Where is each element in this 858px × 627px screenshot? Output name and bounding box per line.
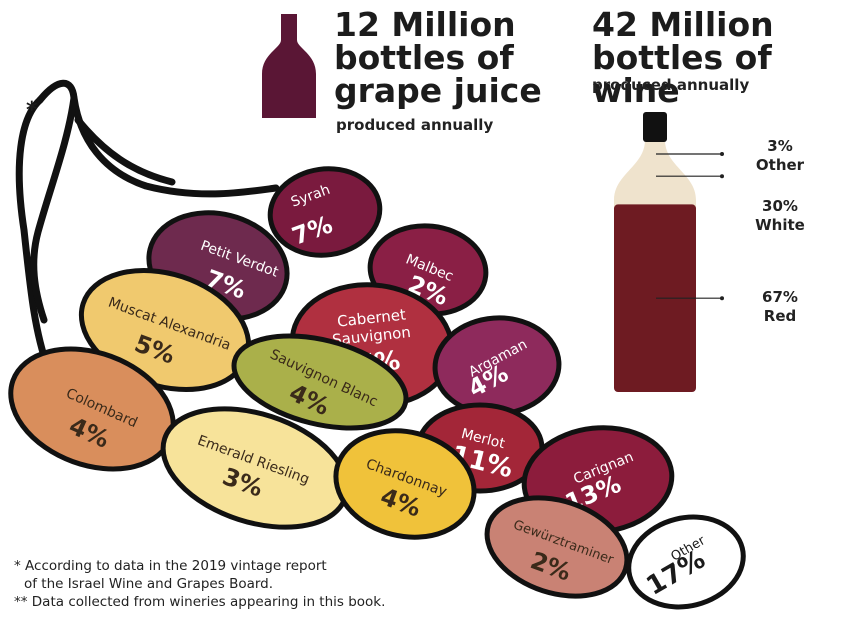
wine-leader-dot-other <box>720 152 724 156</box>
wine-headline: 42 Million bottles of wine <box>592 8 858 107</box>
grape-chardonnay-berry <box>333 428 477 540</box>
footnotes: * According to data in the 2019 vintage … <box>14 557 385 612</box>
wine-share-other-label: Other <box>755 155 805 174</box>
footnote-2: of the Israel Wine and Grapes Board. <box>24 576 274 593</box>
juice-headline-line-3: grape juice <box>334 71 542 110</box>
wine-share-other: 3% Other <box>738 137 822 175</box>
wine-share-red: 67% Red <box>738 288 822 326</box>
wine-headline-line-1: 42 Million <box>592 5 774 44</box>
footnote-star-marker: * <box>26 98 38 123</box>
wine-share-white-label: White <box>755 215 805 234</box>
grape-gewurztraminer-berry <box>484 495 630 599</box>
wine-headline-line-2: bottles of wine <box>592 38 772 110</box>
wine-share-white-value: 30% <box>762 197 798 215</box>
juice-headline: 12 Million bottles of grape juice <box>334 8 542 107</box>
footnote-3: ** Data collected from wineries appearin… <box>14 594 386 611</box>
wine-bottle-cap <box>643 112 667 142</box>
juice-headline-line-1: 12 Million <box>334 5 516 44</box>
grape-other-berry <box>626 514 746 610</box>
vine-stem <box>15 79 280 372</box>
juice-subtitle: produced annually <box>336 116 494 134</box>
wine-share-red-value: 67% <box>762 288 798 306</box>
wine-share-red-label: Red <box>763 306 797 325</box>
grape-juice-bottle-icon <box>262 14 316 118</box>
grape-sauvignon-blanc-berry <box>231 333 409 431</box>
footnote-1: * According to data in the 2019 vintage … <box>14 558 327 574</box>
wine-share-white: 30% White <box>738 197 822 235</box>
juice-headline-line-2: bottles of <box>334 38 514 77</box>
wine-share-other-value: 3% <box>767 137 793 155</box>
wine-bottle-red-fill <box>614 204 696 392</box>
wine-leader-dot-white <box>720 174 724 179</box>
grape-syrah-berry <box>267 166 383 258</box>
wine-subtitle: produced annually <box>592 76 750 94</box>
wine-leader-dot-red <box>720 296 724 301</box>
